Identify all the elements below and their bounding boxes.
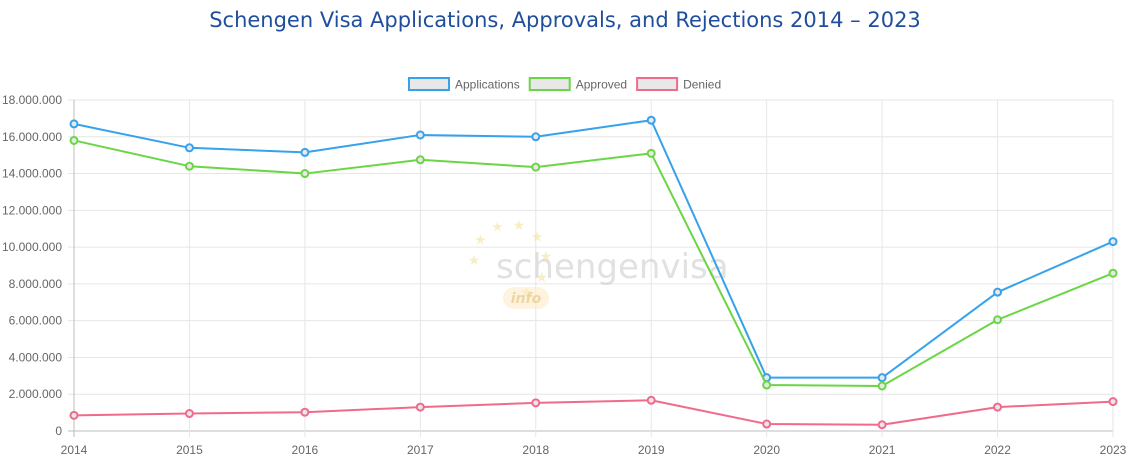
x-tick-label: 2016 (292, 443, 319, 457)
legend-swatch-approved (528, 77, 571, 91)
y-tick-label: 10.000.000 (2, 240, 62, 254)
series-lines (69, 115, 1118, 430)
x-tick-label: 2020 (753, 443, 780, 457)
y-tick-label: 4.000.000 (9, 350, 63, 364)
data-point-approved (300, 169, 310, 179)
y-tick-label: 14.000.000 (2, 167, 62, 181)
x-tick-label: 2019 (638, 443, 665, 457)
x-tick-label: 2022 (984, 443, 1011, 457)
legend-swatch-denied (636, 77, 679, 91)
data-point-denied (1108, 397, 1118, 407)
legend: Applications Approved Denied (408, 77, 721, 92)
data-point-applications (69, 119, 79, 129)
y-tick-label: 6.000.000 (9, 314, 63, 328)
grid-lines (68, 99, 1114, 437)
data-point-approved (184, 161, 194, 171)
watermark-star: ★ (531, 229, 544, 245)
legend-swatch-applications (408, 77, 450, 91)
x-tick-label: 2015 (176, 443, 203, 457)
series-approved (69, 135, 1118, 391)
data-point-applications (646, 115, 656, 125)
y-tick-label: 0 (55, 424, 62, 438)
watermark-text: schengenvisa (496, 247, 729, 287)
data-point-denied (184, 409, 194, 419)
legend-label-applications: Applications (455, 78, 520, 92)
data-point-applications (415, 130, 425, 140)
legend-label-approved: Approved (576, 78, 627, 92)
data-point-denied (993, 402, 1003, 412)
data-point-denied (877, 420, 887, 430)
data-point-applications (184, 143, 194, 153)
data-point-applications (877, 373, 887, 383)
data-point-approved (993, 315, 1003, 325)
series-line-approved (73, 139, 1114, 387)
data-point-approved (531, 162, 541, 172)
x-tick-label: 2018 (522, 443, 549, 457)
data-point-denied (646, 395, 656, 405)
watermark-star: ★ (491, 219, 504, 235)
x-tick-label: 2023 (1100, 443, 1127, 457)
data-point-applications (300, 147, 310, 157)
y-tick-label: 2.000.000 (9, 387, 63, 401)
data-point-denied (531, 398, 541, 408)
watermark-star: ★ (539, 249, 552, 265)
y-tick-label: 8.000.000 (9, 277, 63, 291)
y-tick-label: 18.000.000 (2, 93, 62, 107)
watermark-star: ★ (468, 253, 481, 269)
watermark-star: ★ (513, 218, 526, 234)
y-tick-label: 12.000.000 (2, 203, 62, 217)
y-tick-label: 16.000.000 (2, 130, 62, 144)
data-point-denied (415, 402, 425, 412)
x-tick-label: 2017 (407, 443, 434, 457)
x-tick-label: 2021 (869, 443, 896, 457)
axes: 0 2.000.000 4.000.000 6.000.000 8.000.000 10.… (2, 93, 1127, 457)
watermark-star: ★ (474, 232, 487, 248)
legend-label-denied: Denied (683, 78, 721, 92)
watermark-badge-text: info (511, 291, 542, 307)
data-point-applications (531, 132, 541, 142)
data-point-applications (1108, 237, 1118, 247)
data-point-approved (1108, 268, 1118, 278)
legend-item-denied: Denied (636, 77, 721, 92)
data-point-approved (415, 155, 425, 165)
data-point-approved (877, 381, 887, 391)
data-point-approved (646, 148, 656, 158)
watermark-badge (503, 287, 549, 309)
series-denied (69, 395, 1118, 430)
data-point-approved (69, 135, 79, 145)
x-tick-label: 2014 (61, 443, 88, 457)
data-point-denied (762, 419, 772, 429)
series-line-denied (73, 399, 1114, 426)
series-line-applications (73, 119, 1114, 379)
watermark-star: ★ (535, 270, 548, 286)
data-point-denied (69, 410, 79, 420)
data-point-denied (300, 407, 310, 417)
data-point-applications (993, 287, 1003, 297)
legend-item-approved: Approved (528, 77, 627, 92)
legend-item-applications: Applications (408, 77, 520, 92)
chart-title: Schengen Visa Applications, Approvals, a… (209, 8, 921, 32)
data-point-approved (762, 380, 772, 390)
